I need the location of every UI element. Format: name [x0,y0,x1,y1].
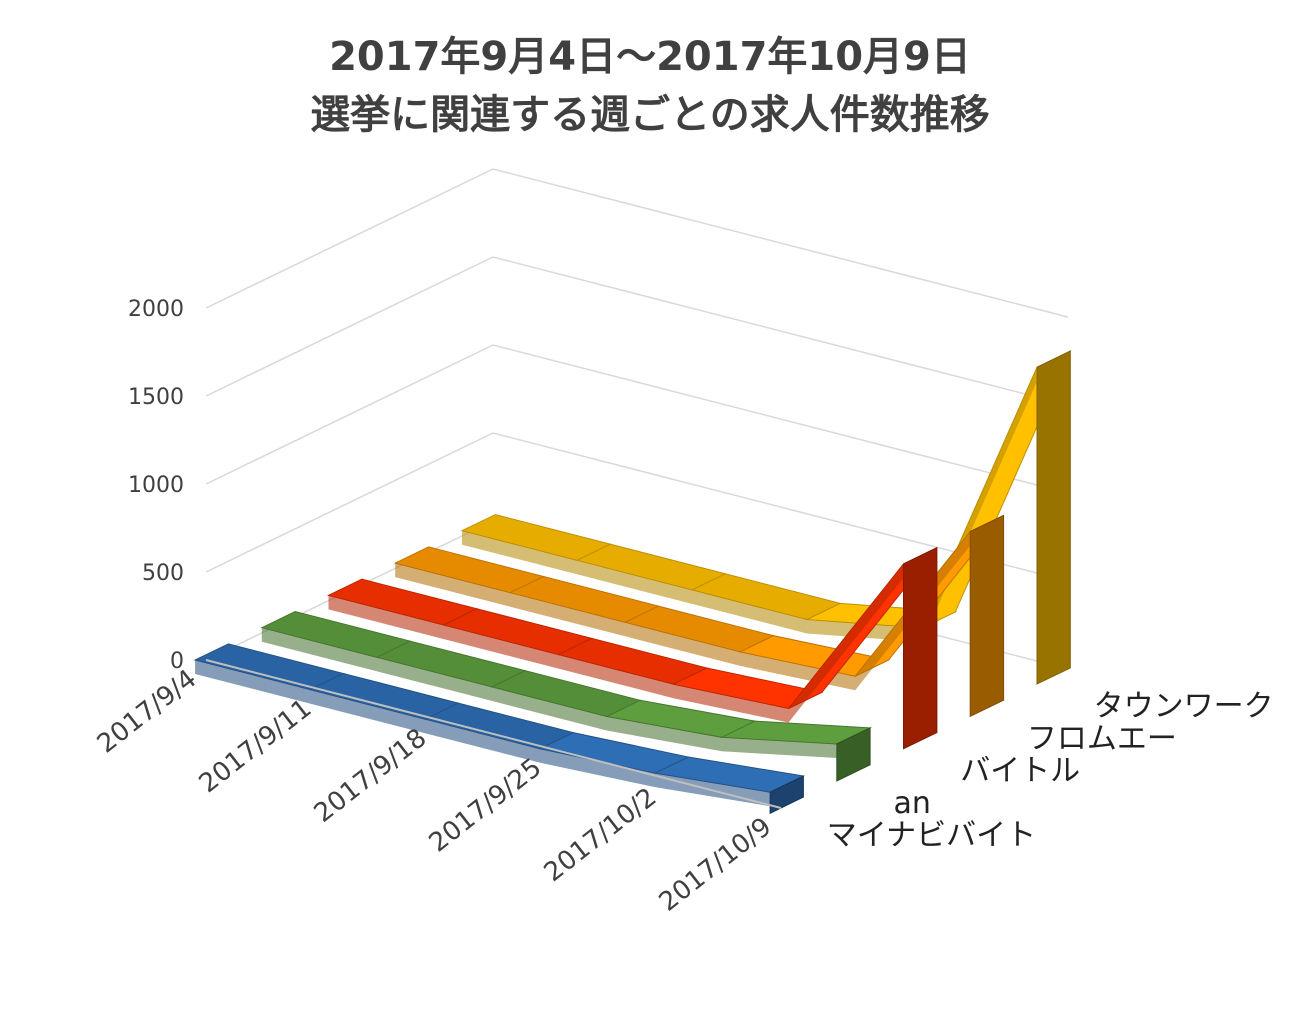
gridline-1500 [205,256,1069,406]
series-label: タウンワーク [1094,689,1274,724]
series-front-edge [462,367,1037,642]
series-end-cap [769,775,804,815]
series-end-cap [836,727,871,782]
series-front-edge [261,627,837,758]
gridline-1000 [205,344,1069,494]
x-tick-label: 2017/9/4 [92,664,202,760]
x-tick-label: 2017/10/9 [654,812,778,918]
x-tick-label: 2017/9/25 [424,753,548,859]
y-tick-label: 0 [170,649,184,674]
y-tick-label: 2000 [128,297,184,322]
y-tick-label: 500 [142,561,184,586]
series-label: バイトル [960,754,1080,789]
series-layer [193,350,1072,815]
chart-title-line-2: 選挙に関連する週ごとの求人件数推移 [310,92,990,138]
chart-title-line-1: 2017年9月4日～2017年10月9日 [329,34,971,80]
series-0 [193,643,806,815]
series-end-cap [903,546,938,750]
x-tick-label: 2017/9/11 [194,693,318,799]
gridline-2000 [205,168,1069,318]
x-tick-label: 2017/10/2 [539,782,663,888]
axis-layer: 05001000150020002017/9/42017/9/112017/9/… [92,297,1274,918]
series-4 [460,350,1072,685]
series-end-cap [969,514,1005,718]
series-front-edge [195,660,771,807]
chart-title: 2017年9月4日～2017年10月9日 選挙に関連する週ごとの求人件数推移 [0,28,1300,144]
x-axis-line [205,659,782,809]
y-tick-label: 1500 [128,385,184,410]
y-tick-label: 1000 [128,473,184,498]
series-1 [260,610,873,782]
gridline-500 [205,432,1069,582]
series-end-cap [1036,350,1071,685]
series-label: マイナビバイト [827,818,1036,853]
series-label: an [893,786,930,821]
series-label: フロムエー [1027,721,1177,756]
series-2 [327,546,938,750]
x-tick-label: 2017/9/18 [309,723,433,829]
